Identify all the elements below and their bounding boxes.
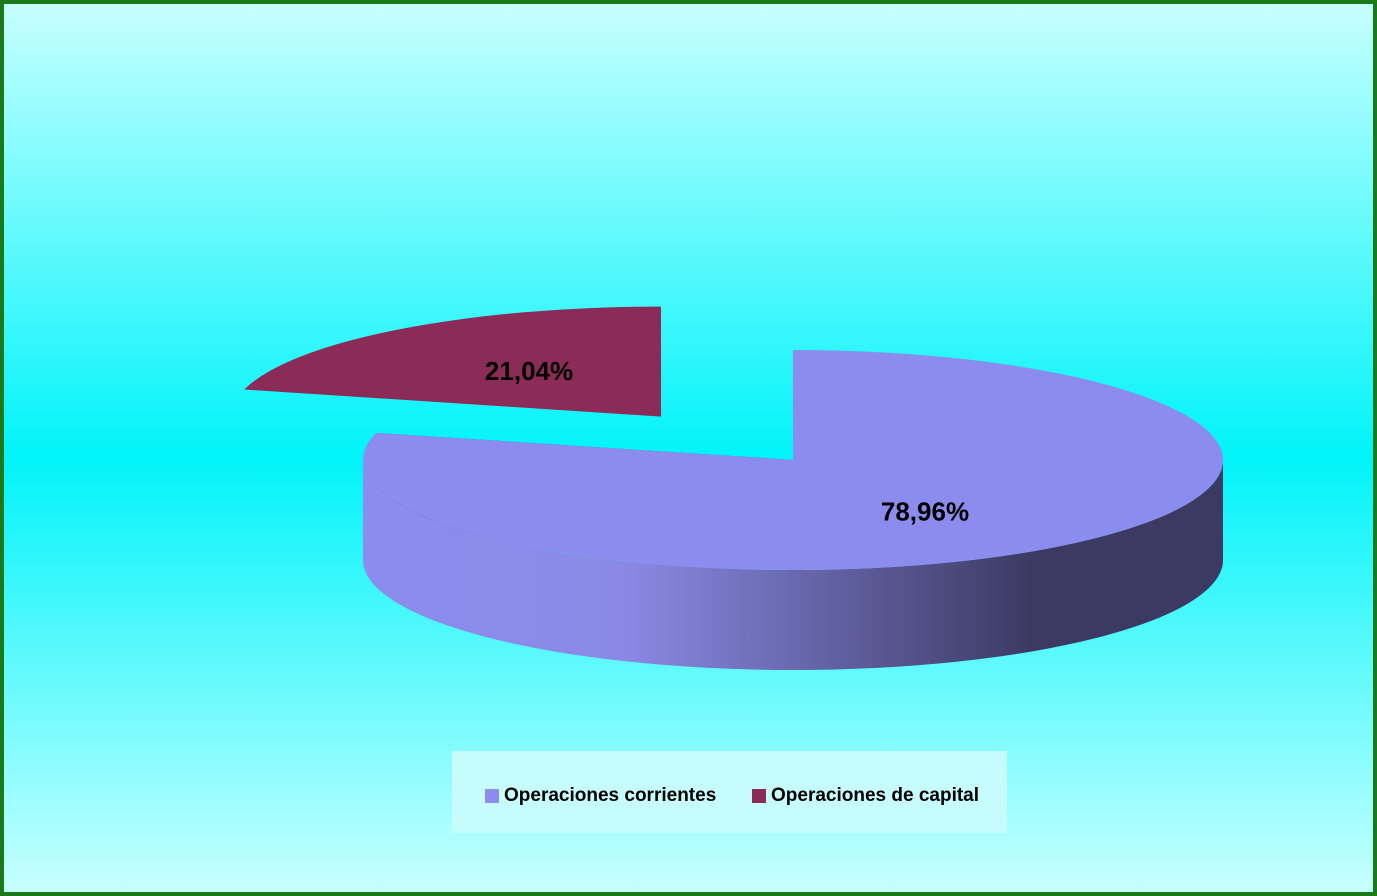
legend: Operaciones corrientes Operaciones de cap… xyxy=(485,785,979,806)
legend-label: Operaciones de capital xyxy=(771,785,979,806)
legend-label: Operaciones corrientes xyxy=(504,785,716,806)
slice-wall xyxy=(363,460,1223,670)
data-label: 78,96% xyxy=(881,496,969,526)
data-label: 21,04% xyxy=(485,356,573,386)
slice xyxy=(363,350,1223,571)
pie: 78,96% 21,04% xyxy=(244,306,1223,670)
legend-swatch xyxy=(485,789,499,803)
legend-box xyxy=(452,751,1007,833)
legend-swatch xyxy=(752,789,766,803)
slice xyxy=(244,306,662,417)
